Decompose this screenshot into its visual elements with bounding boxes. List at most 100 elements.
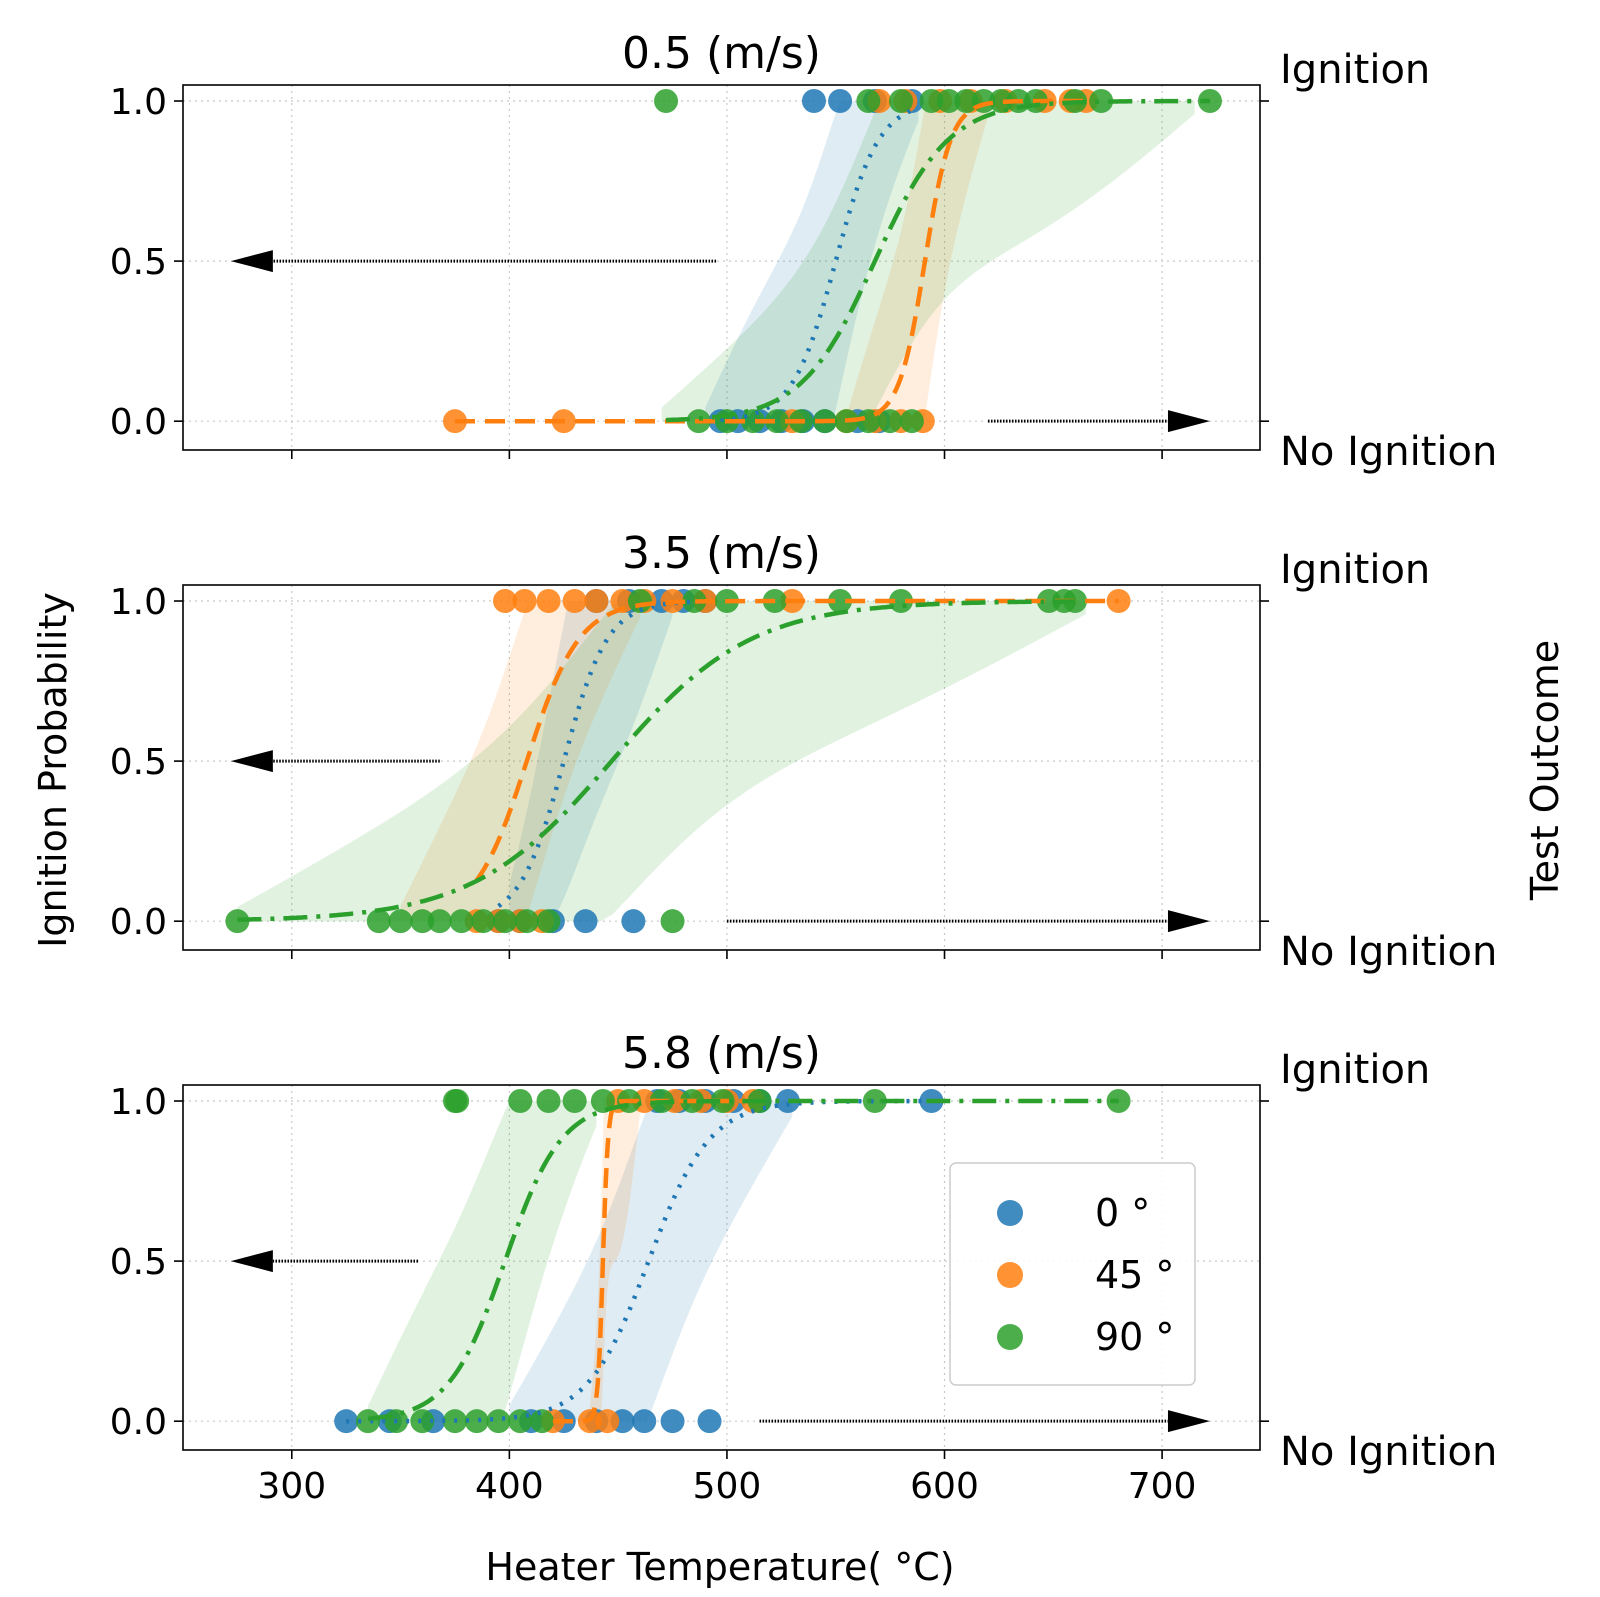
data-point-ignition bbox=[862, 1089, 887, 1114]
legend-marker-45 bbox=[997, 1262, 1023, 1288]
data-point-no-ignition bbox=[632, 1409, 657, 1434]
y-tick-label: 0.0 bbox=[110, 1402, 167, 1443]
confidence-band-90 bbox=[661, 101, 1195, 422]
confidence-band-0 bbox=[509, 1101, 793, 1422]
data-point-no-ignition bbox=[442, 409, 467, 434]
y-tick-label: 0.0 bbox=[110, 402, 167, 443]
y-tick-label: 1.0 bbox=[110, 582, 167, 623]
data-point-ignition bbox=[562, 589, 587, 614]
legend-label: 0 ° bbox=[1095, 1191, 1150, 1235]
arrow-head-right bbox=[1167, 1410, 1210, 1433]
data-point-no-ignition bbox=[366, 909, 391, 934]
no-ignition-label: No Ignition bbox=[1280, 929, 1497, 975]
panel-1: 0.0 0.5 1.0 Ignition No Ignition 0.5 (m/s) bbox=[110, 28, 1498, 475]
right-axis-label: Test Outcome bbox=[1523, 640, 1567, 901]
legend-marker-0 bbox=[997, 1200, 1023, 1226]
no-ignition-label: No Ignition bbox=[1280, 1429, 1497, 1475]
data-point-no-ignition bbox=[697, 1409, 722, 1434]
data-point-no-ignition bbox=[427, 909, 452, 934]
plot-frame bbox=[182, 1084, 1261, 1451]
data-point-no-ignition bbox=[410, 909, 435, 934]
fit-curve-90 bbox=[665, 98, 1210, 423]
data-point-no-ignition bbox=[536, 909, 561, 934]
data-point-no-ignition bbox=[388, 909, 413, 934]
data-point-ignition bbox=[610, 589, 635, 614]
ignition-label: Ignition bbox=[1280, 47, 1430, 93]
data-point-ignition bbox=[936, 89, 961, 114]
data-point-no-ignition bbox=[878, 409, 903, 434]
data-point-ignition bbox=[856, 89, 881, 114]
no-ignition-label: No Ignition bbox=[1280, 429, 1497, 475]
confidence-band-0 bbox=[705, 101, 919, 422]
data-point-no-ignition bbox=[764, 409, 789, 434]
x-tick-label: 500 bbox=[693, 1466, 762, 1507]
data-point-no-ignition bbox=[899, 409, 924, 434]
panel-2: 0.0 0.5 1.0 Ignition No Ignition 3.5 (m/s) bbox=[110, 528, 1498, 975]
data-point-ignition bbox=[889, 89, 913, 114]
data-point-ignition bbox=[508, 1089, 533, 1114]
data-point-ignition bbox=[536, 1089, 561, 1114]
x-tick-label: 300 bbox=[257, 1466, 326, 1507]
data-point-no-ignition bbox=[493, 909, 518, 934]
data-point-ignition bbox=[828, 89, 853, 114]
fit-curve-0 bbox=[720, 108, 913, 422]
confidence-band-90 bbox=[237, 601, 1086, 922]
data-point-ignition bbox=[654, 89, 679, 114]
panel-title: 0.5 (m/s) bbox=[622, 28, 821, 79]
legend: 0 ° 45 ° 90 ° bbox=[949, 1162, 1196, 1386]
data-point-no-ignition bbox=[741, 409, 766, 434]
plot-frame bbox=[182, 84, 1261, 451]
y-tick-label: 1.0 bbox=[110, 82, 167, 123]
data-point-no-ignition bbox=[410, 1409, 435, 1434]
ignition-label: Ignition bbox=[1280, 1047, 1430, 1093]
fit-curve-90 bbox=[237, 599, 1076, 922]
data-point-no-ignition bbox=[573, 909, 598, 934]
data-point-no-ignition bbox=[514, 909, 539, 934]
confidence-band-0 bbox=[509, 601, 673, 922]
data-point-no-ignition bbox=[595, 1409, 620, 1434]
data-point-no-ignition bbox=[856, 409, 881, 434]
confidence-band-45 bbox=[848, 101, 988, 422]
data-point-ignition bbox=[801, 89, 826, 114]
ignition-label: Ignition bbox=[1280, 547, 1430, 593]
data-point-no-ignition bbox=[621, 909, 646, 934]
arrow-head-left bbox=[230, 1250, 273, 1273]
data-point-ignition bbox=[828, 589, 853, 614]
data-point-ignition bbox=[627, 589, 652, 614]
legend-label: 45 ° bbox=[1095, 1253, 1174, 1297]
data-point-ignition bbox=[493, 589, 518, 614]
x-axis-label: Heater Temperature( °C) bbox=[485, 1545, 954, 1589]
data-point-no-ignition bbox=[508, 1409, 533, 1434]
y-tick-label: 1.0 bbox=[110, 1082, 167, 1123]
confidence-band-45 bbox=[400, 601, 640, 922]
confidence-band-45 bbox=[589, 1101, 640, 1422]
y-tick-label: 0.5 bbox=[110, 1242, 167, 1283]
arrow-head-left bbox=[230, 250, 273, 273]
panel-title: 5.8 (m/s) bbox=[622, 1028, 821, 1079]
x-tick-label: 700 bbox=[1128, 1466, 1197, 1507]
data-point-no-ignition bbox=[660, 909, 685, 934]
fit-curve-0 bbox=[346, 1098, 932, 1424]
panel-3: 0.0 0.5 1.0 300 400 500 600 700 Ignition No Ignit… bbox=[110, 1028, 1498, 1507]
legend-label: 90 ° bbox=[1095, 1315, 1174, 1359]
data-point-no-ignition bbox=[225, 909, 250, 934]
plot-frame bbox=[182, 584, 1261, 951]
x-tick-label: 400 bbox=[475, 1466, 544, 1507]
data-point-ignition bbox=[919, 89, 944, 114]
data-point-no-ignition bbox=[471, 909, 496, 934]
arrow-head-right bbox=[1167, 910, 1210, 933]
data-point-no-ignition bbox=[449, 909, 474, 934]
fit-curve-45 bbox=[455, 98, 1086, 424]
data-point-ignition bbox=[536, 589, 561, 614]
data-point-ignition bbox=[775, 1089, 800, 1114]
data-point-ignition bbox=[889, 589, 913, 614]
y-tick-label: 0.0 bbox=[110, 902, 167, 943]
y-tick-label: 0.5 bbox=[110, 742, 167, 783]
panel-title: 3.5 (m/s) bbox=[622, 528, 821, 579]
y-tick-label: 0.5 bbox=[110, 242, 167, 283]
data-point-ignition bbox=[954, 89, 979, 114]
arrow-head-right bbox=[1167, 410, 1210, 433]
data-point-ignition bbox=[562, 1089, 587, 1114]
fit-curve-90 bbox=[367, 1098, 1119, 1421]
